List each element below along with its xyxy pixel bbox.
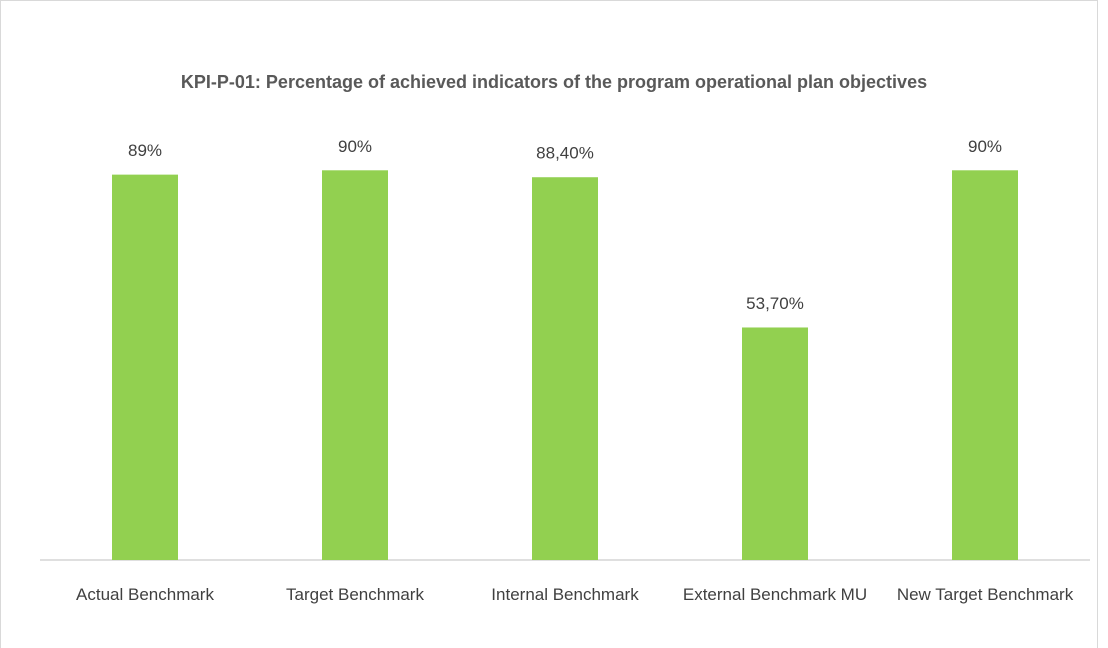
bar: [322, 170, 388, 561]
chart-title: KPI-P-01: Percentage of achieved indicat…: [180, 72, 928, 92]
value-label: 89%: [128, 141, 162, 160]
bar: [112, 174, 178, 560]
x-tick-label: Internal Benchmark: [491, 585, 639, 604]
x-tick-label: External Benchmark MU: [682, 585, 868, 604]
value-label: 90%: [338, 137, 372, 156]
bar: [532, 177, 598, 560]
x-tick-label: New Target Benchmark: [896, 585, 1074, 604]
x-tick-label: Target Benchmark: [286, 585, 424, 604]
value-label: 53,70%: [746, 294, 804, 313]
bar: [952, 170, 1018, 561]
x-tick-label: Actual Benchmark: [76, 585, 214, 604]
bar: [742, 327, 808, 560]
value-label: 90%: [968, 137, 1002, 156]
value-label: 88,40%: [536, 144, 594, 163]
